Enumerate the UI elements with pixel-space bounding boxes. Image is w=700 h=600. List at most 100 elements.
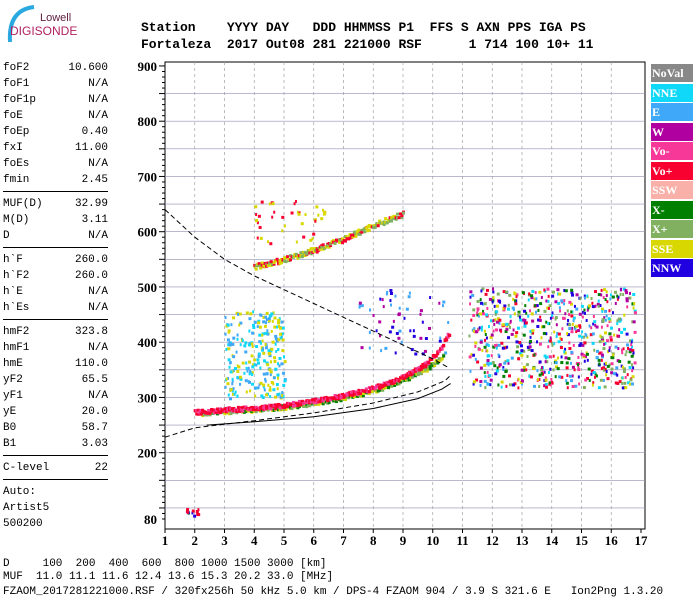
echo-point xyxy=(227,347,231,351)
echo-point xyxy=(479,298,482,302)
param-name: h`F xyxy=(3,254,23,266)
o-trace-point xyxy=(309,400,313,404)
echo-point xyxy=(471,293,475,297)
echo-point xyxy=(603,288,607,292)
echo-point xyxy=(264,346,268,350)
echo-point xyxy=(549,367,552,371)
echo-point xyxy=(590,369,594,373)
echo-point xyxy=(566,373,569,377)
echo-point xyxy=(573,368,576,372)
second-hop-point xyxy=(376,224,380,228)
echo-point xyxy=(261,396,265,400)
echo-point xyxy=(251,373,254,377)
echo-point xyxy=(519,380,523,384)
echo-point xyxy=(257,319,261,323)
echo-point xyxy=(251,331,255,335)
echo-point xyxy=(577,368,581,372)
echo-point xyxy=(474,357,477,361)
echo-point xyxy=(248,341,251,345)
echo-point xyxy=(548,355,552,359)
echo-point xyxy=(193,514,197,518)
echo-point xyxy=(549,336,552,340)
x-tick-label: 14 xyxy=(545,533,559,548)
echo-point xyxy=(598,351,602,355)
echo-point xyxy=(408,291,411,295)
echo-point xyxy=(597,386,601,390)
second-hop-point xyxy=(394,217,398,221)
o-trace-point xyxy=(382,383,386,387)
echo-point xyxy=(548,381,551,385)
echo-point xyxy=(628,382,631,386)
echo-point xyxy=(251,382,255,386)
second-hop-point xyxy=(272,262,276,266)
echo-point xyxy=(599,351,603,355)
profile-curve-dashed-low xyxy=(164,375,451,438)
echo-point xyxy=(276,373,280,377)
echo-point xyxy=(390,303,393,307)
x-tick-label: 9 xyxy=(400,533,407,548)
echo-point xyxy=(605,294,608,298)
echo-point xyxy=(522,309,526,313)
echo-point xyxy=(535,304,539,308)
echo-point xyxy=(622,347,625,351)
echo-point xyxy=(608,309,611,313)
param-name: hmF2 xyxy=(3,326,30,338)
echo-point xyxy=(379,297,382,301)
x-tick-label: 6 xyxy=(311,533,318,548)
echo-point xyxy=(606,377,610,381)
echo-point xyxy=(269,242,273,246)
echo-point xyxy=(530,349,534,353)
echo-point xyxy=(492,319,495,323)
echo-point xyxy=(586,308,589,312)
echo-point xyxy=(600,358,603,362)
echo-point xyxy=(361,304,364,308)
echo-point xyxy=(509,319,512,323)
param-name: h`Es xyxy=(3,302,30,314)
echo-point xyxy=(599,334,602,338)
echo-point xyxy=(570,288,574,292)
param-value: 10.600 xyxy=(68,62,108,74)
echo-point xyxy=(496,366,499,370)
param-row: fxI 11.00 xyxy=(3,140,108,156)
param-value: 260.0 xyxy=(74,270,108,282)
second-hop-point xyxy=(259,266,263,270)
echo-point xyxy=(442,300,446,304)
o-trace-point xyxy=(406,374,410,378)
echo-point xyxy=(631,375,635,379)
echo-point xyxy=(487,325,490,329)
echo-point xyxy=(600,307,604,311)
second-hop-point xyxy=(341,241,345,245)
echo-point xyxy=(559,309,562,313)
echo-point xyxy=(568,313,571,317)
echo-point xyxy=(591,301,594,305)
o-trace-point xyxy=(199,412,203,416)
param-name: M(D) xyxy=(3,214,30,226)
o-trace-point xyxy=(440,347,444,351)
echo-point xyxy=(248,360,252,364)
echo-point xyxy=(293,202,296,206)
o-trace-point xyxy=(436,352,440,356)
echo-point xyxy=(269,386,272,390)
echo-point xyxy=(583,355,587,359)
param-value: 22 xyxy=(94,462,108,474)
echo-point xyxy=(566,386,569,390)
echo-point xyxy=(583,308,586,312)
echo-point xyxy=(290,211,294,215)
echo-point xyxy=(604,298,607,302)
echo-point xyxy=(540,295,543,299)
echo-point xyxy=(597,358,601,362)
echo-point xyxy=(273,359,277,363)
echo-point xyxy=(568,323,572,327)
echo-point xyxy=(632,366,635,370)
echo-point xyxy=(503,304,507,308)
echo-point xyxy=(273,210,276,214)
second-hop-point xyxy=(354,234,358,238)
echo-point xyxy=(236,333,239,337)
second-hop-point xyxy=(280,261,284,265)
echo-point xyxy=(441,304,444,308)
echo-point xyxy=(257,352,261,356)
echo-point xyxy=(601,318,605,322)
echo-point xyxy=(586,358,589,362)
echo-point xyxy=(294,199,297,203)
echo-point xyxy=(614,301,617,305)
